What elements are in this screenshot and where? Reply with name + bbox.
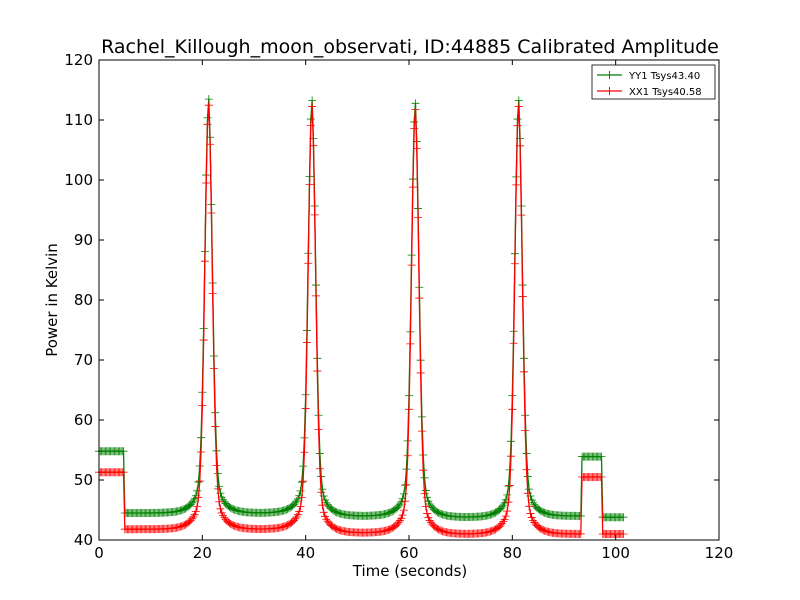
x-tick-label: 60 [399,544,418,562]
ticks-layer: 0 20 40 60 80 100 120 40 50 60 70 80 90 100 110 120 [64,51,733,562]
x-tick-label: 0 [94,544,104,562]
y-tick-label: 120 [64,51,93,69]
x-tick-label: 80 [503,544,522,562]
y-tick-label: 50 [74,471,93,489]
x-tick-label: 120 [705,544,734,562]
x-tick-label: 20 [193,544,212,562]
y-tick-label: 110 [64,111,93,129]
y-tick-label: 80 [74,291,93,309]
legend-entries: YY1 Tsys43.40 XX1 Tsys40.58 [597,71,702,98]
y-tick-label: 40 [74,531,93,549]
series-layer [95,95,628,538]
x-tick-label: 40 [296,544,315,562]
legend-marker [605,87,614,95]
legend-box [591,64,716,100]
chart-title: Rachel_Killough_moon_observati, ID:44885… [101,36,719,58]
y-tick-label: 90 [74,231,93,249]
legend: YY1 Tsys43.40 XX1 Tsys40.58 [591,64,716,100]
legend-label: XX1 Tsys40.58 [629,87,702,98]
y-tick-label: 60 [74,411,93,429]
legend-label: YY1 Tsys43.40 [628,71,700,82]
y-axis-label: Power in Kelvin [43,243,61,357]
plot-background [99,60,719,540]
y-tick-label: 70 [74,351,93,369]
y-tick-label: 100 [64,171,93,189]
legend-marker [605,71,614,79]
x-tick-label: 100 [601,544,630,562]
plot-area: 0 20 40 60 80 100 120 40 50 60 70 80 90 100 110 120 [64,51,733,562]
x-axis-label: Time (seconds) [352,562,468,580]
